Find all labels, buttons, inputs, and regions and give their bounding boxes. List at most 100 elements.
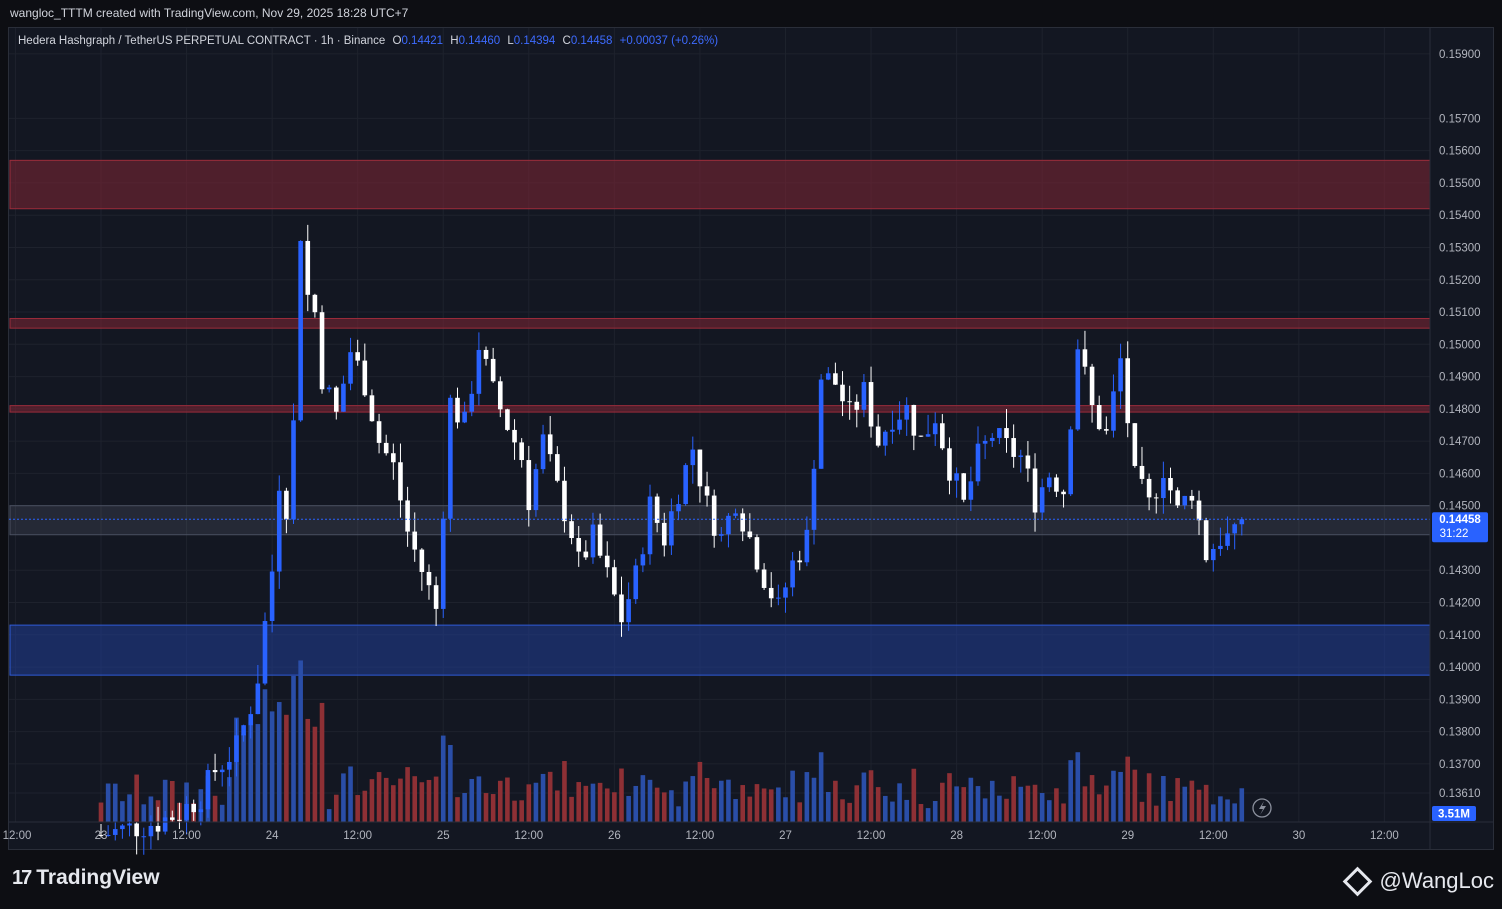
volume-bar [925,808,931,822]
candle [1232,522,1237,550]
volume-bar [1082,786,1088,822]
volume-bar [647,779,653,822]
x-tick-label-1: 23 [95,830,108,842]
zone-current-3 [9,505,1431,536]
volume-bar [383,777,389,822]
y-tick-label-6: 0.15200 [1439,275,1481,287]
tradingview-logo-text: TradingView [36,866,160,889]
candle [276,475,282,589]
lightning-icon[interactable] [1252,798,1272,818]
volume-bar [1011,776,1016,822]
tradingview-logo[interactable]: 17 TradingView [12,866,160,890]
volume-bar [1203,784,1209,822]
y-tick-label-9: 0.14900 [1439,372,1481,384]
candle [740,508,745,542]
volume-bar [305,718,311,822]
candle [569,514,574,545]
candle [426,564,432,600]
volume-bar [219,804,225,822]
candle [519,438,524,468]
volume-bar [476,776,482,822]
candle [1182,495,1188,510]
candle [954,467,959,498]
volume-bar [761,788,767,822]
volume-bar [1232,803,1237,822]
candle [633,558,639,604]
candle [1239,517,1245,536]
candle [184,796,189,835]
candle [669,498,674,555]
volume-bar [1068,760,1073,822]
volume-bar [269,711,275,822]
volume-bar [833,780,838,822]
y-tick-label-16: 0.14100 [1439,630,1481,642]
candle [1175,487,1180,508]
x-tick-label-8: 12:00 [686,830,715,842]
volume-bar [997,795,1002,822]
candle [398,443,403,518]
volume-bar [1018,786,1024,822]
candle [412,512,418,562]
candle [854,394,860,428]
candle [997,428,1002,445]
volume-bar [569,796,574,822]
candle [1082,330,1088,375]
time-axis: 12:00 23 12:00 24 12:00 25 12:00 26 12:00 27 12:00… [3,821,1494,842]
candle [797,550,803,571]
candle [875,414,881,448]
candle [833,362,838,386]
volume-bar [1218,796,1223,822]
candle [255,665,261,715]
candle [918,435,924,438]
candle [227,747,232,787]
volume-bar [227,777,232,822]
author-brand: @WangLoc [1342,866,1494,896]
candle [241,724,246,742]
volume-bar [462,792,467,822]
candle [148,815,154,850]
candle [333,385,339,420]
candle [868,366,874,438]
x-tick-label-14: 12:00 [1199,830,1228,842]
candle [947,437,952,495]
candle [170,810,175,822]
volume-bar [804,772,810,822]
volume-bar [426,779,432,822]
candle [761,563,767,590]
volume-bar [148,796,154,822]
volume-bar [818,752,824,822]
volume-bar [248,722,254,822]
volume-bar [590,783,596,822]
candle [127,820,132,837]
volume-bar [626,795,631,822]
volume-bar [540,773,546,822]
candle [1189,489,1195,509]
volume-bar [1132,769,1138,822]
candle [490,347,496,383]
x-tick-label-15: 30 [1292,830,1305,842]
price-axis: 0.15900 0.15700 0.15600 0.15500 0.15400 0.153… [1429,28,1481,849]
candle [704,471,710,507]
candle [512,419,517,460]
candle [269,554,275,633]
y-tick-label-0: 0.15900 [1439,49,1481,61]
x-tick-label-4: 12:00 [343,830,372,842]
volume-bar [918,804,924,822]
candle [883,429,888,456]
volume-bar [547,771,553,822]
candle [98,824,104,838]
volume-bar [719,780,724,822]
volume-bar [162,779,168,822]
y-tick-label-5: 0.15300 [1439,242,1481,254]
candle [1218,527,1223,556]
volume-bar [697,761,703,822]
candle [198,801,204,826]
volume-bar [105,783,111,822]
volume-bar [497,780,503,822]
tradingview-logo-icon: 17 [12,866,32,889]
volume-bar [776,787,781,822]
candle [804,516,810,567]
candle [1096,395,1102,431]
candle [982,435,988,460]
